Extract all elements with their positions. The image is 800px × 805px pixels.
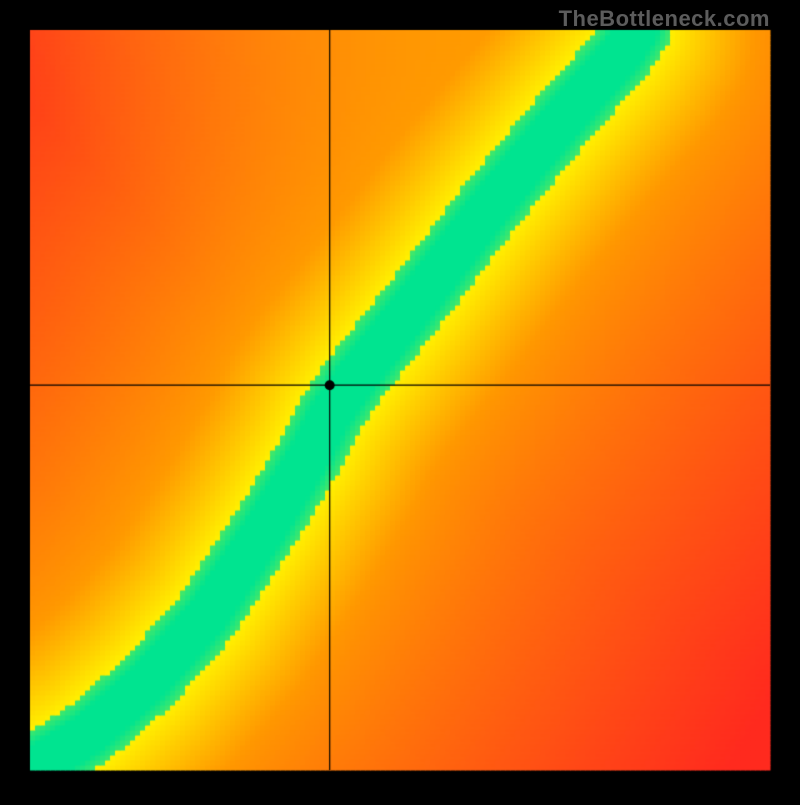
bottleneck-heatmap <box>0 0 800 800</box>
watermark-text: TheBottleneck.com <box>559 6 770 32</box>
chart-frame: TheBottleneck.com <box>0 0 800 800</box>
